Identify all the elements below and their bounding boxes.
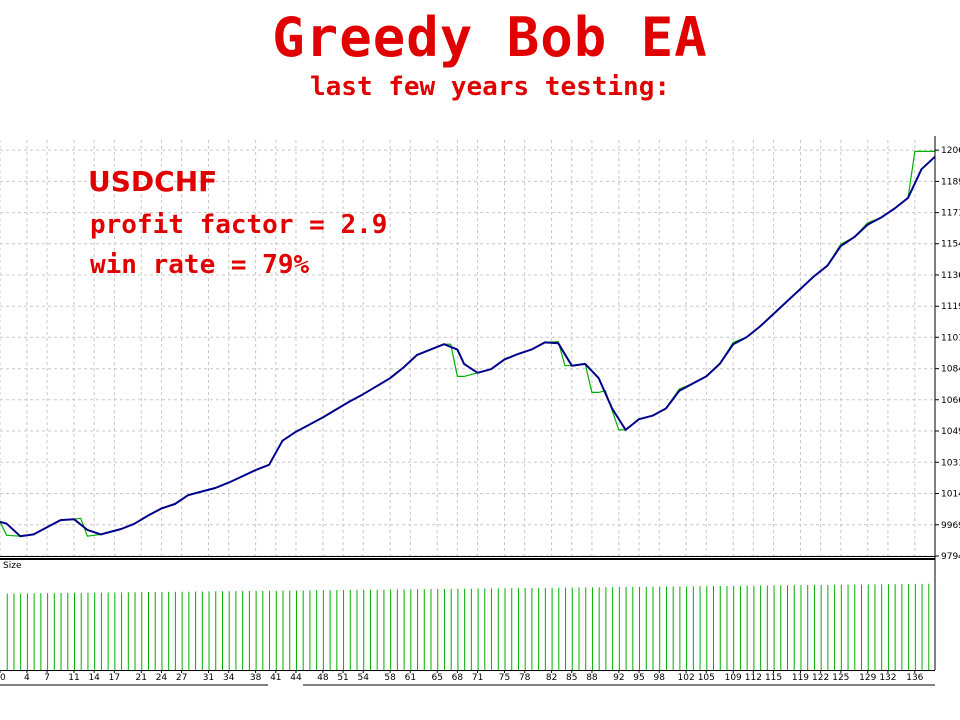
x-tick-label: 136 xyxy=(906,673,923,683)
x-tick-label: 129 xyxy=(859,673,876,683)
x-tick-label: 75 xyxy=(499,673,510,683)
y-tick-label: 11368 xyxy=(941,271,960,281)
x-tick-label: 88 xyxy=(586,673,598,683)
x-tick-label: 17 xyxy=(109,673,120,683)
x-tick-label: 41 xyxy=(270,673,281,683)
x-tick-label: 48 xyxy=(317,673,329,683)
x-tick-label: 14 xyxy=(88,673,100,683)
page-subtitle: last few years testing: xyxy=(309,72,671,102)
x-tick-label: 31 xyxy=(203,673,214,683)
balance-chart: 1206711892117171154311368111931101910843… xyxy=(0,136,960,686)
x-tick-label: 0 xyxy=(0,673,6,683)
y-tick-label: 10319 xyxy=(941,458,960,468)
y-tick-label: 10494 xyxy=(941,427,960,437)
x-tick-label: 132 xyxy=(879,673,896,683)
x-tick-label: 54 xyxy=(358,673,370,683)
x-tick-label: 51 xyxy=(337,673,348,683)
x-tick-label: 78 xyxy=(519,673,531,683)
x-tick-label: 44 xyxy=(290,673,302,683)
y-axis: 12067 11892 11717 11543 11368 11193 11019 10843… xyxy=(935,146,960,562)
x-axis: 0 4 7 11 14 17 21 24 27 31 34 38 41 44 48 51 54 58 61 65 68 7… xyxy=(0,670,924,683)
y-tick-label: 11019 xyxy=(941,333,960,343)
x-tick-label: 115 xyxy=(765,673,782,683)
y-tick-label: 11193 xyxy=(941,302,960,312)
x-tick-label: 82 xyxy=(546,673,557,683)
y-tick-label: 10144 xyxy=(941,490,960,500)
volume-layer xyxy=(6,583,930,670)
x-tick-label: 92 xyxy=(613,673,624,683)
x-tick-label: 95 xyxy=(633,673,644,683)
x-tick-label: 125 xyxy=(832,673,849,683)
y-tick-label: 11892 xyxy=(941,177,960,187)
series-layer xyxy=(0,150,936,538)
x-tick-label: 58 xyxy=(384,673,396,683)
x-tick-label: 122 xyxy=(812,673,829,683)
x-tick-label: 65 xyxy=(432,673,443,683)
y-tick-label: 11543 xyxy=(941,240,960,250)
x-tick-label: 71 xyxy=(472,673,483,683)
x-tick-label: 11 xyxy=(68,673,79,683)
x-tick-label: 61 xyxy=(405,673,416,683)
x-tick-label: 105 xyxy=(698,673,715,683)
x-tick-label: 27 xyxy=(176,673,187,683)
win-rate-label: win rate = 79% xyxy=(90,250,310,280)
x-tick-label: 21 xyxy=(136,673,147,683)
y-tick-label: 12067 xyxy=(941,146,960,156)
page-title: Greedy Bob EA xyxy=(272,6,708,69)
profit-factor-label: profit factor = 2.9 xyxy=(90,210,388,240)
x-tick-label: 102 xyxy=(678,673,695,683)
x-tick-label: 7 xyxy=(44,673,50,683)
x-tick-label: 34 xyxy=(223,673,235,683)
x-tick-label: 98 xyxy=(653,673,665,683)
x-tick-label: 119 xyxy=(792,673,809,683)
x-tick-label: 24 xyxy=(156,673,168,683)
chart-frame xyxy=(0,136,936,686)
x-tick-label: 4 xyxy=(24,673,30,683)
y-tick-label: 10843 xyxy=(941,365,960,375)
y-tick-label: 10669 xyxy=(941,396,960,406)
grid xyxy=(0,140,935,557)
symbol-label: USDCHF xyxy=(88,165,218,198)
volume-label: Size xyxy=(3,561,22,571)
x-tick-label: 38 xyxy=(250,673,262,683)
balance-line xyxy=(0,155,936,538)
y-tick-label: 9794 xyxy=(941,552,960,562)
x-tick-label: 85 xyxy=(566,673,577,683)
y-tick-label: 11717 xyxy=(941,209,960,219)
x-tick-label: 112 xyxy=(745,673,762,683)
x-tick-label: 68 xyxy=(452,673,464,683)
x-tick-label: 109 xyxy=(725,673,742,683)
